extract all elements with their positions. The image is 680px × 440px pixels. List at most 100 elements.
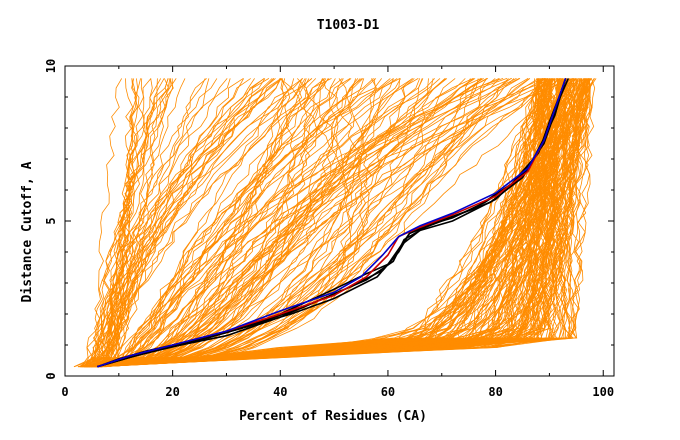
background-model-line (92, 78, 595, 368)
background-model-line (87, 78, 303, 368)
background-model-line (105, 78, 521, 368)
background-model-line (100, 78, 488, 368)
x-axis-ticks: 0 20 40 60 80 100 (61, 66, 614, 399)
background-model-line (86, 78, 575, 368)
background-model-line (87, 78, 365, 368)
background-model-line (94, 78, 330, 368)
x-tick-label: 60 (381, 385, 395, 399)
background-model-line (84, 78, 572, 368)
background-model-line (83, 78, 364, 368)
background-model-line (92, 78, 424, 368)
x-tick-label: 40 (273, 385, 287, 399)
background-model-line (89, 78, 589, 368)
background-model-line (98, 78, 276, 368)
background-model-line (99, 78, 545, 368)
background-model-line (99, 78, 585, 368)
background-model-line (91, 78, 587, 368)
background-model-line (98, 78, 313, 368)
background-model-line (96, 78, 567, 368)
y-tick-label: 10 (44, 59, 58, 73)
background-model-line (89, 78, 374, 368)
background-model-line (79, 78, 352, 368)
background-model-line (77, 78, 556, 368)
background-model-line (102, 78, 504, 368)
background-model-line (80, 78, 177, 367)
background-model-line (78, 78, 591, 368)
background-model-line (101, 78, 357, 368)
background-model-line (84, 78, 394, 368)
x-tick-label: 0 (61, 385, 68, 399)
background-model-line (92, 78, 571, 368)
background-model-line (97, 78, 419, 368)
background-model-line (97, 78, 266, 367)
background-model-line (90, 78, 398, 368)
background-model-line (83, 78, 573, 368)
background-model-line (105, 78, 479, 368)
background-model-line (96, 78, 589, 368)
background-model-line (79, 78, 329, 368)
background-model-line (100, 78, 351, 368)
highlight-model-lines (97, 78, 570, 368)
background-model-line (84, 78, 306, 368)
background-model-line (97, 78, 540, 368)
background-model-line (87, 78, 513, 368)
background-model-line (100, 78, 377, 368)
y-axis-label: Distance Cutoff, A (20, 161, 35, 302)
background-model-line (97, 78, 391, 368)
background-model-line (105, 78, 206, 368)
background-model-line (95, 78, 541, 368)
background-model-line (89, 78, 558, 368)
background-model-line (105, 78, 474, 368)
background-model-line (82, 78, 435, 368)
background-model-line (99, 78, 488, 368)
x-tick-label: 100 (592, 385, 614, 399)
background-model-line (94, 78, 496, 368)
background-model-line (82, 78, 549, 368)
background-model-line (97, 78, 441, 368)
background-model-line (83, 78, 171, 368)
background-model-line (92, 78, 273, 368)
background-model-line (89, 78, 372, 368)
background-model-line (91, 78, 169, 368)
background-model-line (95, 78, 586, 368)
background-model-line (94, 78, 413, 368)
y-tick-label: 5 (44, 217, 58, 224)
background-model-line (91, 78, 312, 368)
x-axis-label: Percent of Residues (CA) (239, 409, 427, 424)
background-model-line (85, 78, 548, 368)
background-model-line (85, 78, 571, 368)
background-model-line (97, 78, 590, 368)
background-model-line (98, 78, 566, 368)
background-model-line (106, 78, 423, 368)
background-model-line (95, 78, 351, 368)
background-model-line (86, 78, 596, 368)
chart-title: T1003-D1 (317, 18, 380, 33)
background-model-line (92, 78, 324, 368)
background-model-line (90, 78, 307, 368)
background-model-line (106, 78, 332, 367)
background-model-line (98, 78, 562, 368)
y-tick-label: 0 (44, 372, 58, 379)
background-model-line (96, 78, 446, 368)
x-tick-label: 80 (488, 385, 502, 399)
background-model-line (95, 78, 255, 367)
background-model-line (93, 78, 145, 368)
y-axis-ticks: 0 5 10 (44, 59, 614, 380)
background-model-line (103, 78, 326, 368)
background-model-line (82, 78, 447, 368)
background-model-line (83, 78, 336, 368)
background-model-line (94, 78, 383, 368)
background-model-line (99, 78, 448, 368)
background-model-line (84, 78, 323, 368)
background-model-line (93, 78, 541, 368)
background-model-line (88, 78, 153, 367)
background-model-line (89, 78, 554, 368)
series-line-blue (97, 78, 567, 368)
background-model-line (93, 78, 567, 368)
background-model-line (87, 78, 553, 368)
background-model-line (96, 78, 140, 368)
background-model-line (84, 78, 500, 368)
background-model-line (92, 78, 265, 368)
background-model-line (90, 78, 550, 368)
